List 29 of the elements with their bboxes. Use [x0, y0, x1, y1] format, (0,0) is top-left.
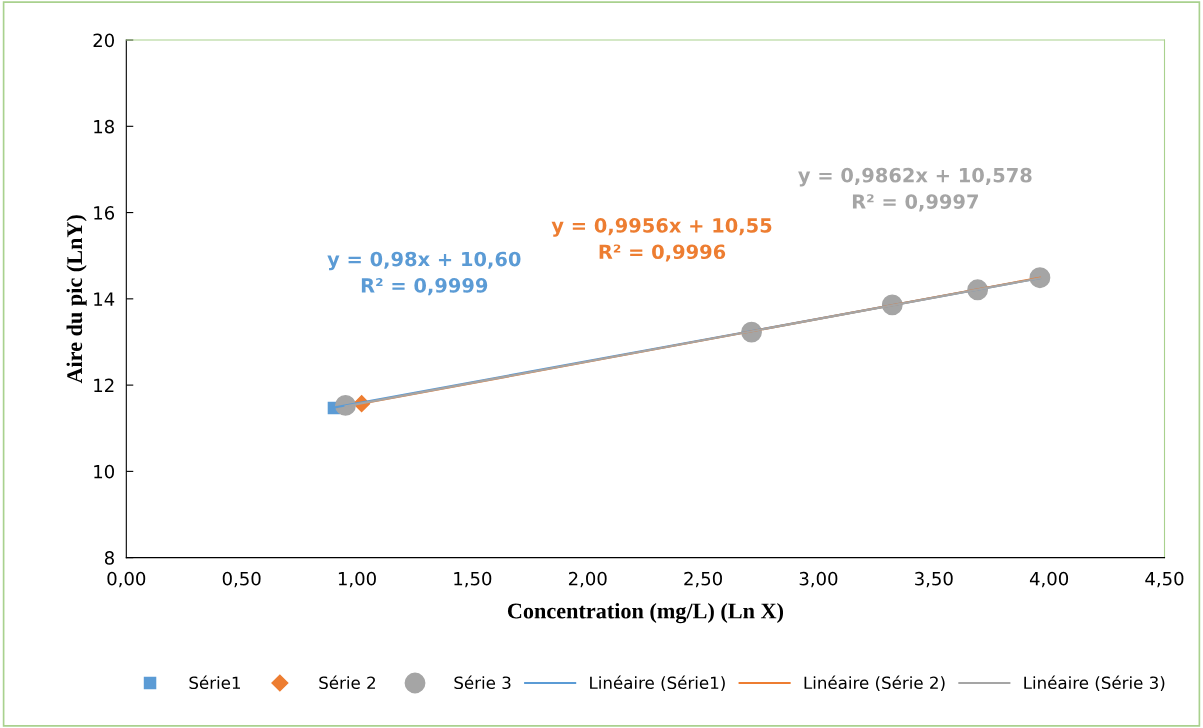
- annotation: y = 0,9862x + 10,578 R² = 0,9997: [798, 167, 1032, 212]
- x-tick-label: 3,50: [915, 571, 953, 588]
- x-tick-label: 0,00: [107, 571, 146, 588]
- x-tick-label: 2,00: [568, 571, 607, 588]
- y-tick-label: 18: [94, 119, 114, 134]
- x-tick-label: 1,00: [338, 571, 376, 588]
- x-tick-label: 1,50: [454, 571, 492, 588]
- legend-label: Linéaire (Série 3): [1024, 675, 1165, 692]
- y-axis-title: Aire du pic (LnY): [66, 215, 87, 384]
- x-tick-label: 2,50: [684, 571, 722, 588]
- annotation: y = 0,98x + 10,60 R² = 0,9999: [327, 251, 521, 296]
- annotation: y = 0,9956x + 10,55 R² = 0,9996: [551, 218, 772, 262]
- legend-label: Série 2: [319, 675, 376, 690]
- x-axis-title: Concentration (mg/L) (Ln X): [507, 602, 783, 624]
- x-tick-label: 0,50: [222, 571, 261, 588]
- point: [1029, 267, 1051, 289]
- y-tick-label: 14: [94, 292, 115, 306]
- x-tick-label: 3,00: [799, 571, 838, 588]
- x-tick-label: 4,00: [1029, 571, 1069, 588]
- y-tick-label: 20: [93, 33, 114, 48]
- y-tick-label: 10: [94, 464, 114, 479]
- y-tick-label: 8: [104, 551, 114, 565]
- legend-label: Série 3: [454, 675, 511, 690]
- x-tick-label: 4,50: [1145, 571, 1184, 588]
- y-tick-label: 12: [94, 378, 114, 392]
- legend-label: Linéaire (Série1): [590, 675, 725, 692]
- y-tick-label: 16: [94, 206, 115, 220]
- legend-label: Série1: [189, 675, 240, 690]
- legend-label: Linéaire (Série 2): [804, 675, 945, 692]
